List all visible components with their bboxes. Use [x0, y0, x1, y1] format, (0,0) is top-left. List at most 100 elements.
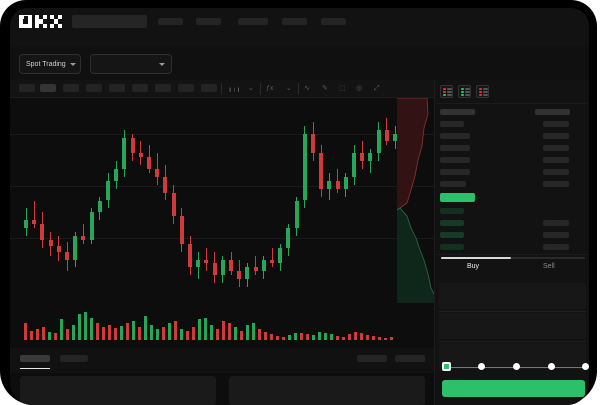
candle-wick [82, 224, 84, 244]
candle [311, 98, 315, 303]
amount-slider-step[interactable] [548, 363, 555, 370]
amount-slider-step[interactable] [582, 363, 589, 370]
candle [319, 98, 324, 303]
orders-tab-active[interactable] [20, 355, 50, 362]
trade-form-field[interactable] [439, 343, 586, 369]
amount-slider-step[interactable] [478, 363, 485, 370]
nav-item-placeholder[interactable] [238, 18, 268, 25]
timeframe-button-active[interactable] [40, 84, 56, 92]
trade-form-field[interactable] [439, 313, 586, 339]
candle-body [73, 235, 78, 260]
volume-bar [276, 336, 279, 340]
orderbook-bid-row[interactable] [440, 208, 464, 214]
orderbook-ask-row[interactable] [440, 133, 470, 139]
indicator-chevron-icon[interactable]: ⌄ [286, 85, 292, 92]
orders-action-button[interactable] [357, 355, 387, 362]
candle [368, 98, 373, 303]
timeframe-button[interactable] [19, 84, 35, 92]
orderbook-ask-row[interactable] [440, 169, 470, 175]
candle-body [204, 259, 209, 264]
orders-action-button[interactable] [395, 355, 425, 362]
orderbook-bids-icon[interactable] [458, 85, 471, 98]
draw-icon[interactable]: ✎ [322, 85, 328, 92]
orderbook-ask-amount [543, 133, 569, 139]
nav-item-placeholder[interactable] [282, 18, 307, 25]
line-tool-icon[interactable]: ∿ [304, 85, 310, 92]
fullscreen-icon[interactable]: ⤢ [374, 85, 380, 92]
orderbook-both-icon[interactable] [440, 85, 453, 98]
candle-body [65, 251, 69, 260]
volume-bar [228, 323, 231, 340]
candle-wick [205, 247, 207, 272]
volume-bar [234, 326, 237, 340]
submit-buy-button[interactable] [442, 380, 585, 397]
candle [220, 98, 225, 303]
candle [65, 98, 69, 303]
volume-bar [270, 334, 273, 340]
volume-bar [378, 337, 381, 340]
candle-body [106, 180, 110, 201]
timeframe-button[interactable] [201, 84, 217, 92]
volume-bar [132, 321, 135, 340]
orderbook-view-toggles [440, 85, 489, 98]
timeframe-button[interactable] [155, 84, 171, 92]
orderbook-ask-row[interactable] [440, 157, 470, 163]
candle [48, 98, 53, 303]
chevron-down-icon [69, 62, 76, 66]
candle [97, 98, 102, 303]
timeframe-button[interactable] [86, 84, 102, 92]
volume-bar [282, 337, 285, 340]
snapshot-icon[interactable]: ⬚ [339, 85, 346, 92]
orderbook-ask-amount [543, 145, 569, 151]
price-chart[interactable] [10, 98, 434, 303]
tab-buy[interactable]: Buy [467, 263, 480, 270]
orderbook-ask-row[interactable] [440, 145, 470, 151]
candle [327, 98, 332, 303]
orderbook-bid-row[interactable] [440, 244, 464, 250]
okx-logo[interactable] [19, 15, 63, 29]
timeframe-button[interactable] [178, 84, 194, 92]
candle [114, 98, 119, 303]
depth-bids-area [397, 208, 434, 303]
mode-selector-spot-trading[interactable]: Spot Trading [19, 54, 81, 74]
depth-chart-svg [397, 98, 434, 303]
candle [89, 98, 94, 303]
tab-sell[interactable]: Sell [543, 263, 555, 270]
timeframe-button[interactable] [132, 84, 148, 92]
orderbook-asks-icon[interactable] [476, 85, 489, 98]
orderbook-ask-amount [543, 121, 569, 127]
amount-slider-step[interactable] [513, 363, 520, 370]
settings-icon[interactable]: ◎ [356, 85, 363, 92]
nav-item-placeholder[interactable] [321, 18, 346, 25]
toolbar-divider [221, 83, 222, 95]
candle-wick [255, 255, 257, 276]
volume-bar [144, 315, 147, 340]
pair-selector[interactable] [90, 54, 172, 74]
trade-form-field[interactable] [439, 283, 586, 309]
chart-type-chevron-icon[interactable]: ⌄ [248, 85, 254, 92]
orderbook-bid-row[interactable] [440, 232, 464, 238]
nav-item-placeholder[interactable] [196, 18, 221, 25]
orderbook-ask-amount [543, 169, 569, 175]
orderbook-ask-row[interactable] [440, 181, 466, 187]
candlestick-icon[interactable]: ╻╷╻ [228, 85, 241, 92]
volume-bar [348, 334, 351, 340]
nav-search-placeholder[interactable] [72, 15, 147, 28]
candle [130, 98, 135, 303]
volume-bar [30, 330, 33, 340]
volume-bar [186, 330, 189, 340]
candle-body [286, 228, 291, 248]
orders-tab[interactable] [60, 355, 88, 362]
candle [294, 98, 299, 303]
orderbook-bid-row[interactable] [440, 220, 464, 226]
candle-body [270, 259, 274, 264]
timeframe-button[interactable] [109, 84, 125, 92]
orderbook-last-price-row[interactable] [440, 193, 475, 202]
nav-item-placeholder[interactable] [158, 18, 183, 25]
candle-body [196, 259, 201, 268]
timeframe-button[interactable] [63, 84, 79, 92]
amount-slider-handle[interactable] [442, 362, 451, 371]
orderbook-ask-row[interactable] [440, 121, 464, 127]
indicator-icon[interactable]: ƒx [266, 85, 274, 92]
